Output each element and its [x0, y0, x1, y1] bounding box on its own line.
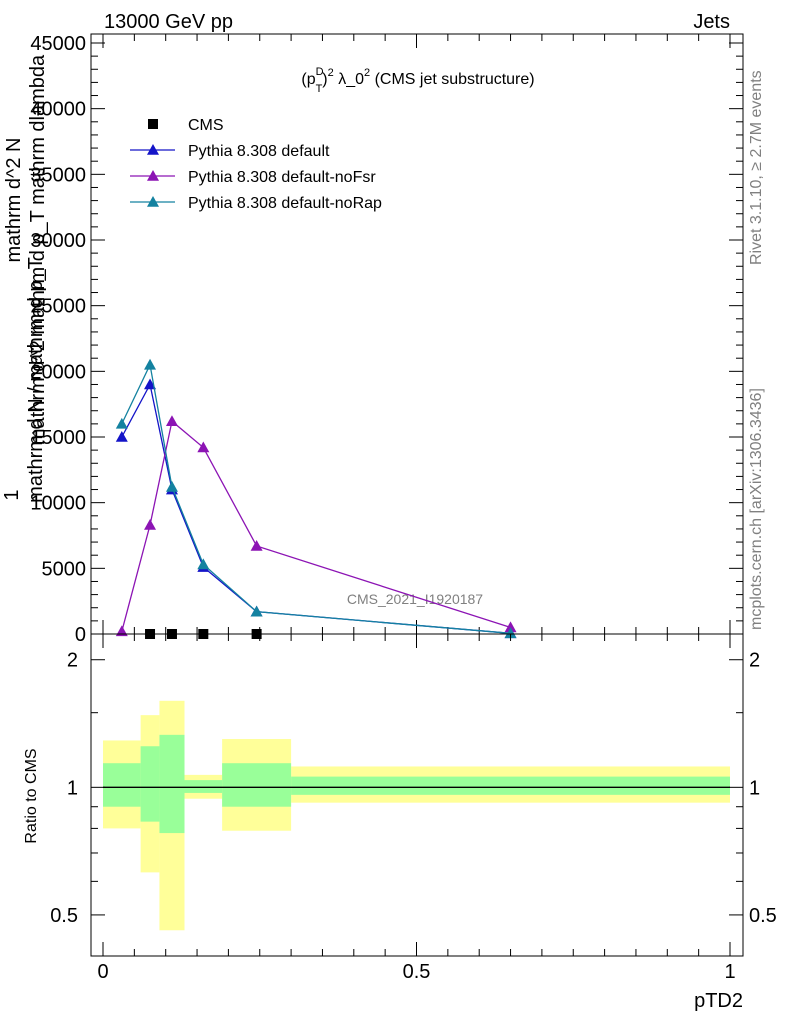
main-y-tick-label: 45000 — [30, 33, 86, 55]
green-band — [222, 763, 292, 807]
mcplots-label: mcplots.cern.ch [arXiv:1306.3436] — [748, 388, 765, 630]
series-point — [250, 605, 263, 617]
green-band — [159, 734, 185, 834]
main-y-tick-label: 0 — [75, 624, 86, 646]
watermark: CMS_2021_I1920187 — [347, 591, 483, 607]
ratio-y-tick-label-right: 1 — [749, 777, 760, 799]
series-point — [115, 625, 128, 637]
rivet-label: Rivet 3.1.10, ≥ 2.7M events — [748, 70, 765, 265]
series-point — [250, 540, 263, 551]
series-point — [504, 621, 517, 633]
series-point — [115, 431, 128, 442]
green-band — [184, 780, 223, 793]
main-ylabel: 1 mathrm d N / mathrm d p_T mathrm d^2 m… — [1, 54, 49, 503]
main-plot-area: 0 5000 10000 15000 20000 25000 30000 35000 40000… — [30, 33, 744, 646]
x-tick-label: 1 — [724, 961, 735, 983]
series-line — [121, 420, 511, 632]
legend-label: Pythia 8.308 default-noRap — [188, 195, 382, 212]
header-right: Jets — [693, 11, 730, 33]
series-point — [144, 518, 157, 530]
series-point — [197, 558, 210, 570]
ratio-y-tick-label: 0.5 — [50, 905, 78, 927]
ratio-y-tick-label: 2 — [67, 650, 78, 672]
main-y-tick-label: 35000 — [30, 164, 86, 186]
x-tick-label: 0 — [97, 961, 108, 983]
series-line — [121, 362, 511, 634]
green-band — [140, 746, 160, 822]
main-y-tick-label: 40000 — [30, 99, 86, 121]
plot-title: (pD T)2 λ_02 (CMS jet substructure) — [301, 66, 534, 95]
green-band — [103, 763, 141, 807]
main-y-tick-label: 5000 — [42, 558, 87, 580]
legend-marker — [147, 144, 159, 155]
series-point — [144, 358, 157, 370]
main-y-tick-label: 10000 — [30, 493, 86, 515]
header-left: 13000 GeV pp — [104, 11, 233, 33]
series-point — [165, 415, 178, 427]
legend-label: CMS — [188, 117, 224, 134]
ratio-plot-area: 0.5 0.5 1 1 2 2 0 0.5 1 — [50, 633, 777, 983]
ratio-ylabel: Ratio to CMS — [23, 748, 40, 843]
main-ylabel-line-1: 1 — [1, 489, 23, 500]
legend-label: Pythia 8.308 default-noFsr — [188, 169, 376, 186]
main-ylabel-line-2: mathrm d N / mathrm d p_T — [25, 257, 47, 503]
green-band — [291, 776, 730, 795]
legend-marker — [147, 196, 159, 207]
legend-marker — [148, 119, 158, 129]
ratio-y-tick-label: 1 — [67, 777, 78, 799]
series-3 — [115, 358, 517, 639]
series-point — [504, 627, 517, 639]
ratio-y-tick-label-right: 2 — [749, 650, 760, 672]
series-point — [115, 417, 128, 429]
x-axis-label: pTD2 — [694, 990, 743, 1012]
series-point — [144, 378, 157, 390]
series-point — [165, 480, 178, 492]
main-y-tick-label: 25000 — [30, 296, 86, 318]
main-ylabel-line-4: mathrm d^2 N — [3, 138, 25, 263]
legend-label: Pythia 8.308 default — [188, 143, 330, 160]
series-point — [197, 441, 210, 453]
main-ylabel-line-3: mathrm d^2 mathrm d p_T mathrm dlambda — [27, 54, 49, 445]
main-y-tick-label: 20000 — [30, 361, 86, 383]
legend: CMS Pythia 8.308 default Pythia 8.308 defa… — [130, 117, 382, 212]
main-y-tick-label: 15000 — [30, 427, 86, 449]
main-y-tick-label: 30000 — [30, 230, 86, 252]
x-tick-label: 0.5 — [403, 961, 431, 983]
legend-marker — [147, 170, 159, 181]
series-2 — [115, 415, 517, 637]
ratio-y-tick-label-right: 0.5 — [749, 905, 777, 927]
